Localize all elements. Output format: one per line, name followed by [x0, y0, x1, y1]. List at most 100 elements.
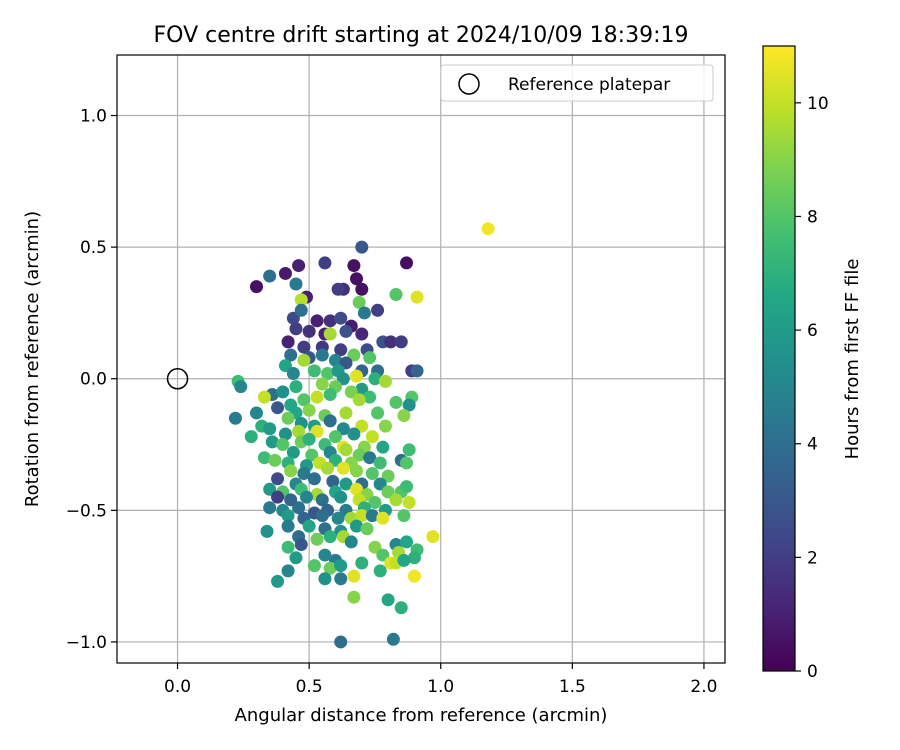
scatter-point: [334, 635, 348, 649]
scatter-point: [363, 390, 377, 404]
scatter-point: [315, 509, 329, 523]
scatter-point: [355, 382, 369, 396]
scatter-point: [281, 519, 295, 533]
scatter-point: [360, 522, 374, 536]
chart-title: FOV centre drift starting at 2024/10/09 …: [154, 23, 689, 48]
scatter-point: [371, 303, 385, 317]
scatter-point: [249, 280, 263, 294]
scatter-point: [368, 372, 382, 386]
scatter-point: [234, 380, 248, 394]
scatter-point: [318, 572, 332, 586]
scatter-point: [373, 456, 387, 470]
scatter-point: [326, 474, 340, 488]
scatter-point: [350, 464, 364, 478]
scatter-point: [323, 530, 337, 544]
scatter-point: [289, 380, 303, 394]
scatter-point: [307, 472, 321, 486]
scatter-point: [400, 456, 414, 470]
scatter-point: [355, 509, 369, 523]
scatter-point: [352, 448, 366, 462]
scatter-point: [323, 314, 337, 328]
scatter-point: [294, 538, 308, 552]
y-tick-label: −1.0: [66, 633, 107, 653]
scatter-point: [323, 414, 337, 428]
scatter-point: [278, 427, 292, 441]
scatter-point: [300, 490, 314, 504]
scatter-point: [334, 343, 348, 357]
grid-lines: [117, 55, 725, 663]
scatter-point: [318, 548, 332, 562]
scatter-point: [378, 374, 392, 388]
scatter-point: [305, 448, 319, 462]
scatter-point: [397, 553, 411, 567]
scatter-point: [381, 485, 395, 499]
colorbar-tick-label: 4: [807, 435, 818, 455]
scatter-point: [376, 440, 390, 454]
scatter-point: [378, 419, 392, 433]
scatter-point: [389, 288, 403, 302]
scatter-point: [281, 564, 295, 578]
scatter-point: [365, 430, 379, 444]
scatter-point: [271, 401, 285, 415]
colorbar: [762, 45, 796, 672]
scatter-point: [384, 335, 398, 349]
scatter-point: [363, 351, 377, 365]
scatter-point: [350, 272, 364, 286]
scatter-point: [315, 493, 329, 507]
scatter-point: [407, 551, 421, 565]
scatter-point: [389, 493, 403, 507]
scatter-point: [344, 385, 358, 399]
x-axis-label: Angular distance from reference (arcmin): [235, 705, 608, 726]
scatter-point: [339, 406, 353, 420]
scatter-point: [363, 451, 377, 465]
scatter-point: [402, 443, 416, 457]
y-tick-label: −0.5: [66, 501, 107, 521]
scatter-point: [368, 540, 382, 554]
scatter-point: [336, 372, 350, 386]
scatter-point: [334, 559, 348, 573]
scatter-point: [294, 293, 308, 307]
scatter-point: [271, 574, 285, 588]
scatter-point: [357, 306, 371, 320]
scatter-point: [339, 477, 353, 491]
scatter-point: [284, 348, 298, 362]
scatter-point: [339, 356, 353, 370]
scatter-point: [334, 311, 348, 325]
scatter-point: [268, 453, 282, 467]
scatter-point: [257, 390, 271, 404]
scatter-point: [352, 295, 366, 309]
y-tick-label: 0.0: [80, 370, 107, 390]
scatter-point: [276, 438, 290, 452]
scatter-point: [310, 390, 324, 404]
y-tick-label: 0.5: [80, 238, 107, 258]
scatter-point: [355, 240, 369, 254]
scatter-point: [355, 327, 369, 341]
x-tick-label: 0.0: [164, 677, 191, 697]
scatter-point: [347, 348, 361, 362]
x-tick-label: 1.5: [559, 677, 586, 697]
colorbar-tick-label: 6: [807, 321, 818, 341]
colorbar-tick-label: 2: [807, 548, 818, 568]
legend: Reference platepar: [440, 64, 714, 102]
scatter-point: [281, 509, 295, 523]
scatter-point: [257, 451, 271, 465]
scatter-point: [339, 324, 353, 338]
scatter-point: [381, 469, 395, 483]
scatter-point: [334, 490, 348, 504]
scatter-point: [284, 464, 298, 478]
scatter-point: [297, 393, 311, 407]
colorbar-tick-label: 10: [807, 94, 829, 114]
scatter-point: [397, 509, 411, 523]
scatter-point: [265, 435, 279, 449]
scatter-point: [310, 532, 324, 546]
scatter-point: [297, 466, 311, 480]
colorbar-tick-label: 0: [807, 662, 818, 682]
scatter-point: [355, 282, 369, 296]
plot-frame: [116, 54, 726, 664]
colorbar-tick-label: 8: [807, 207, 818, 227]
scatter-point: [394, 601, 408, 615]
scatter-point: [297, 340, 311, 354]
legend-reference-marker-icon: [458, 73, 480, 95]
scatter-point: [373, 477, 387, 491]
scatter-point: [284, 493, 298, 507]
